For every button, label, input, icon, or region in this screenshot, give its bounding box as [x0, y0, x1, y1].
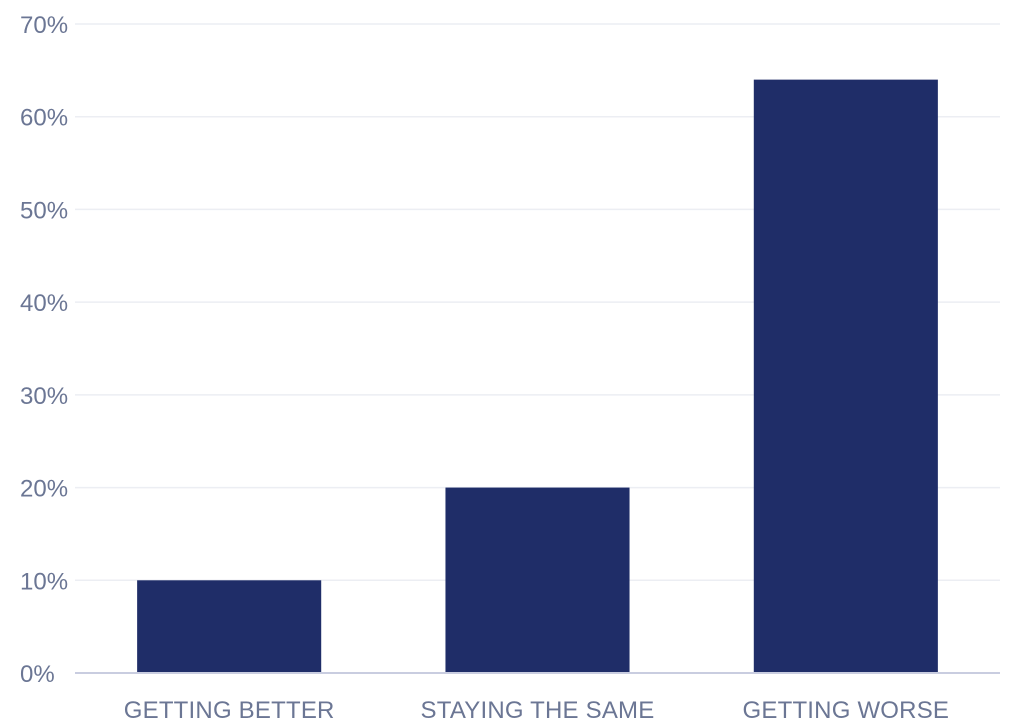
- y-tick-label-20: 20%: [20, 476, 68, 503]
- bar-getting-worse: [753, 79, 938, 674]
- bar-staying-the-same: [445, 487, 630, 673]
- y-axis-tick-labels: 0% 10% 20% 30% 40% 50% 60% 70%: [20, 12, 68, 688]
- y-tick-label-50: 50%: [20, 197, 68, 224]
- x-category-label-getting-better: GETTING BETTER: [124, 697, 335, 724]
- y-tick-label-60: 60%: [20, 105, 68, 132]
- y-tick-label-30: 30%: [20, 383, 68, 410]
- x-axis-category-labels: GETTING BETTER STAYING THE SAME GETTING WO…: [124, 697, 949, 724]
- gridlines: [75, 23, 1000, 582]
- bars: [137, 79, 938, 674]
- y-tick-label-40: 40%: [20, 290, 68, 317]
- y-tick-label-70: 70%: [20, 12, 68, 39]
- y-tick-label-10: 10%: [20, 568, 68, 595]
- x-category-label-staying-the-same: STAYING THE SAME: [421, 697, 655, 724]
- x-category-label-getting-worse: GETTING WORSE: [743, 697, 950, 724]
- bar-getting-better: [137, 580, 322, 673]
- y-tick-label-0: 0%: [20, 661, 55, 688]
